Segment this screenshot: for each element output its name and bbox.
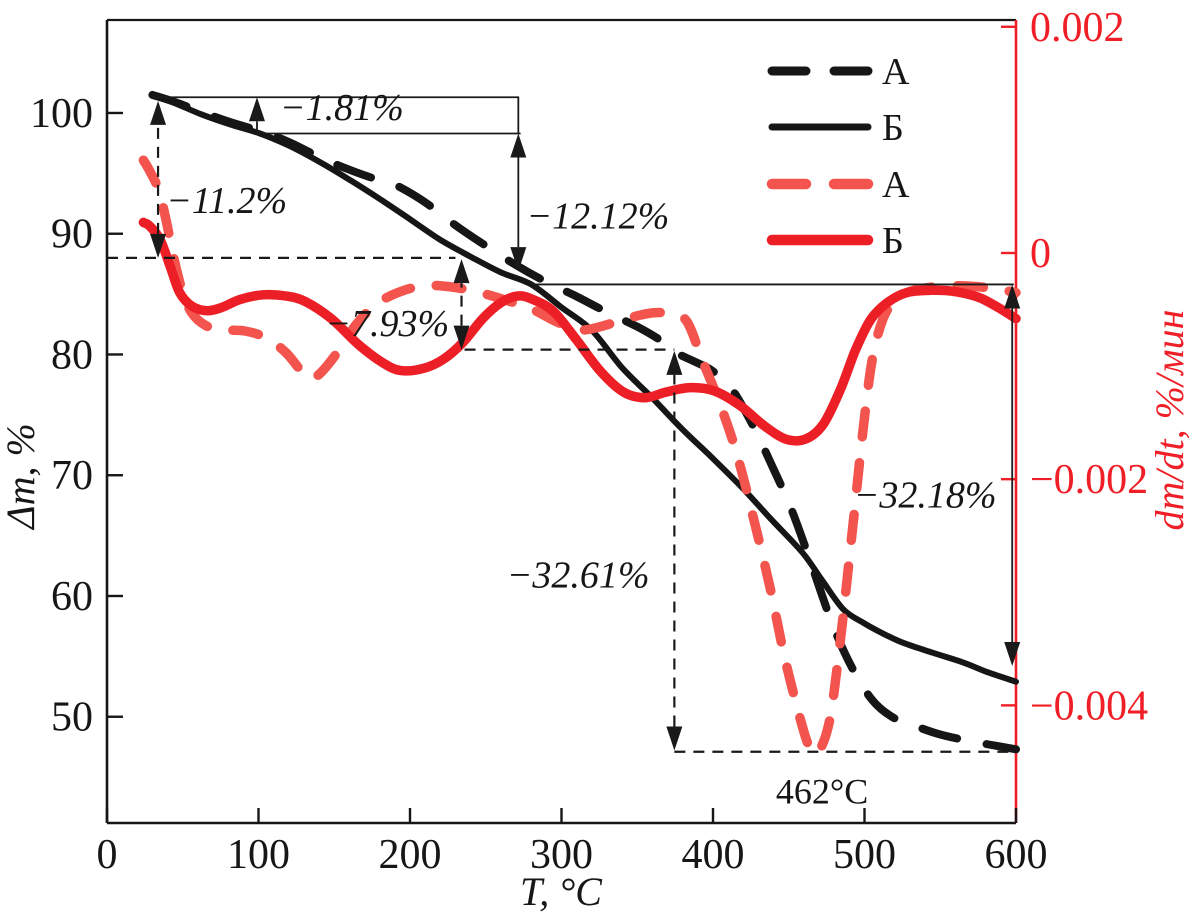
label-11.2: −11.2%: [166, 180, 287, 222]
y-left-tick-label: 90: [51, 212, 93, 258]
legend-label-tg-a: А: [882, 51, 910, 93]
arrow-12.12-head-up: [510, 133, 527, 158]
legend-label-dtg-b: Б: [882, 220, 904, 262]
y-left-tick-label: 100: [30, 91, 93, 137]
legend-label-dtg-a: А: [882, 164, 910, 206]
arrow-32.18-head-up: [1004, 284, 1021, 309]
arrow-1.81-head-up: [248, 97, 265, 122]
y-left-tick-label: 50: [51, 695, 93, 741]
arrow-12.12-head-down: [510, 247, 527, 272]
x-tick-label: 200: [379, 832, 442, 878]
label-7.93: −7.93%: [325, 303, 449, 345]
label-1.81: −1.81%: [280, 87, 404, 129]
label-32.61: −32.61%: [507, 554, 650, 596]
curve-dtg-a: [138, 155, 1021, 759]
y-right-tick-label: −0.004: [1030, 683, 1148, 729]
x-tick-label: 100: [227, 832, 290, 878]
arrow-32.61-head-up: [666, 350, 683, 375]
arrow-32.18-head-down: [1004, 642, 1021, 667]
x-tick-label: 500: [833, 832, 896, 878]
x-tick-label: 600: [985, 832, 1048, 878]
label-462: 462°C: [776, 771, 868, 811]
x-tick-label: 400: [682, 832, 745, 878]
y-right-axis-label: dm/dt, %/мин: [1147, 310, 1192, 531]
curve-dtg-b: [138, 217, 1021, 446]
arrow-7.93-head-down: [453, 325, 470, 350]
x-tick-label: 0: [97, 832, 118, 878]
y-right-tick-label: 0: [1030, 231, 1051, 277]
label-12.12: −12.12%: [526, 196, 669, 238]
axis-tick-labels: 0 100 200 300 400 500 600 100 90 80 70 60 50 0.002 0 −0…: [30, 5, 1148, 878]
y-left-tick-label: 70: [51, 453, 93, 499]
arrow-7.93-head-up: [453, 259, 470, 284]
label-32.18: −32.18%: [854, 475, 997, 517]
y-left-axis-label: Δm, %: [0, 423, 43, 531]
y-right-tick-label: 0.002: [1030, 5, 1125, 51]
y-left-tick-label: 80: [51, 332, 93, 378]
curve-tg-a: [148, 90, 1020, 754]
x-tick-label: 300: [530, 832, 593, 878]
y-left-tick-label: 60: [51, 574, 93, 620]
arrow-11.2-head-up: [150, 100, 167, 125]
y-right-tick-label: −0.002: [1030, 457, 1148, 503]
annotations: −1.81% −11.2% −12.12% −7.93% −32.61% −32.18% 4…: [107, 87, 1021, 811]
axis-ticks: [105, 25, 1018, 823]
arrow-11.2-head-down: [150, 233, 167, 258]
x-axis-label: T, °C: [520, 869, 603, 914]
legend-label-tg-b: Б: [882, 107, 904, 149]
arrow-32.61-head-down: [666, 726, 683, 751]
